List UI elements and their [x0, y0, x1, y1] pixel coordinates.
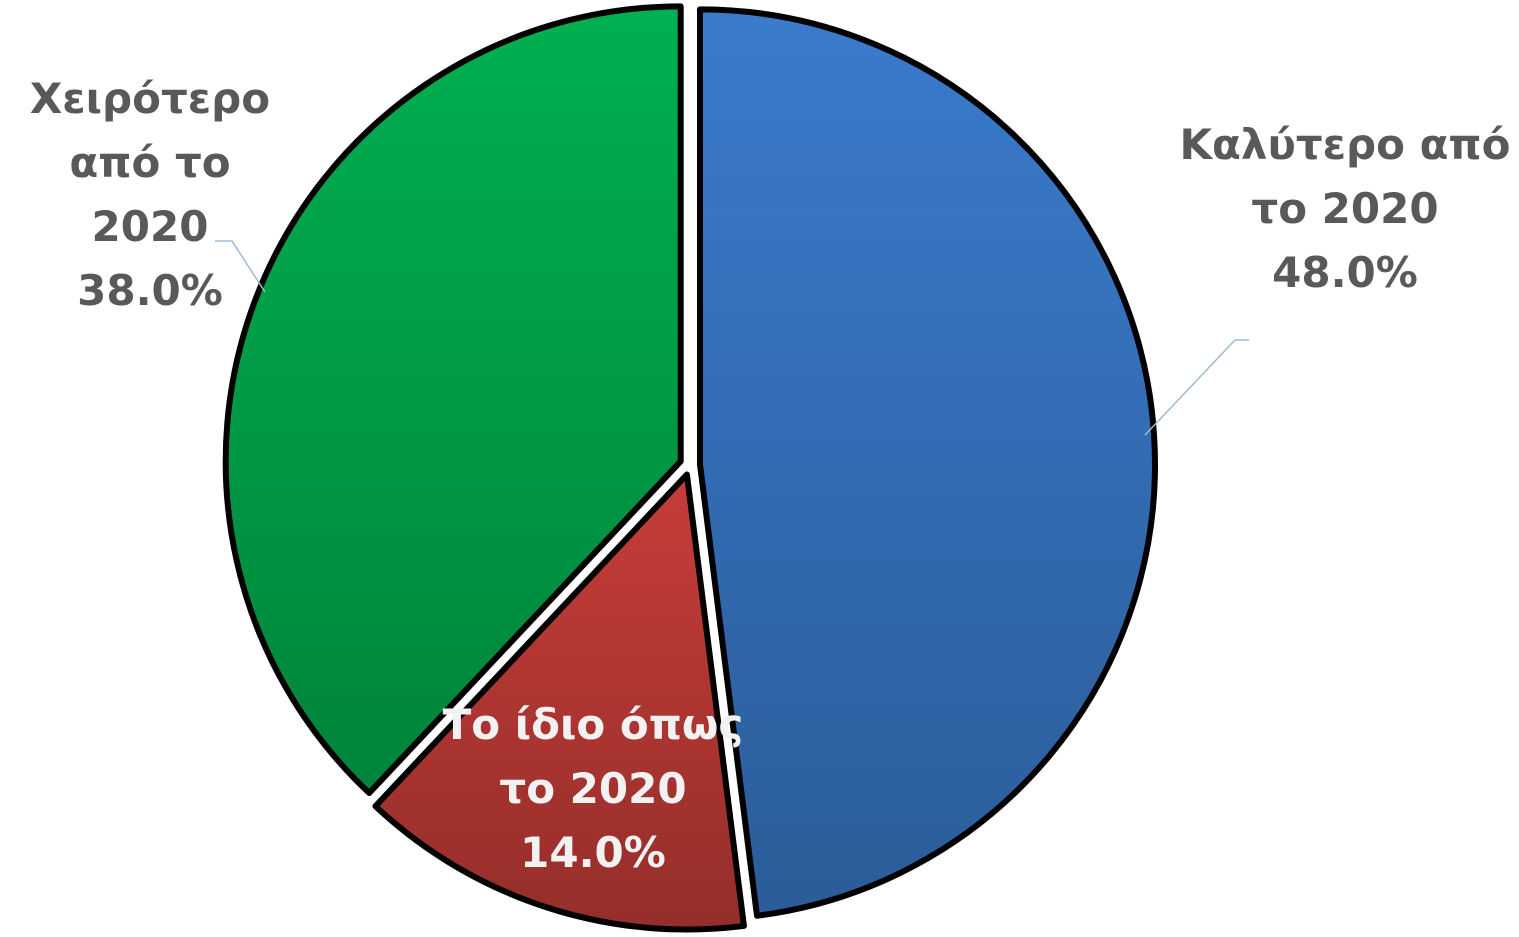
page: (() => { const data = JSON.parse(documen…	[0, 0, 1519, 937]
data-label: Το ίδιο όπως το 2020 14.0%	[413, 693, 773, 885]
data-label: Καλύτερο από το 2020 48.0%	[1175, 113, 1515, 305]
category-label: Χειρότερο από το 2020	[30, 74, 270, 251]
category-label: Καλύτερο από το 2020	[1180, 120, 1511, 233]
value-label: 14.0%	[413, 821, 773, 885]
leader-line	[1145, 340, 1249, 435]
category-label: Το ίδιο όπως το 2020	[443, 700, 744, 813]
value-label: 48.0%	[1175, 241, 1515, 305]
value-label: 38.0%	[5, 259, 295, 323]
data-label: Χειρότερο από το 2020 38.0%	[5, 67, 295, 323]
